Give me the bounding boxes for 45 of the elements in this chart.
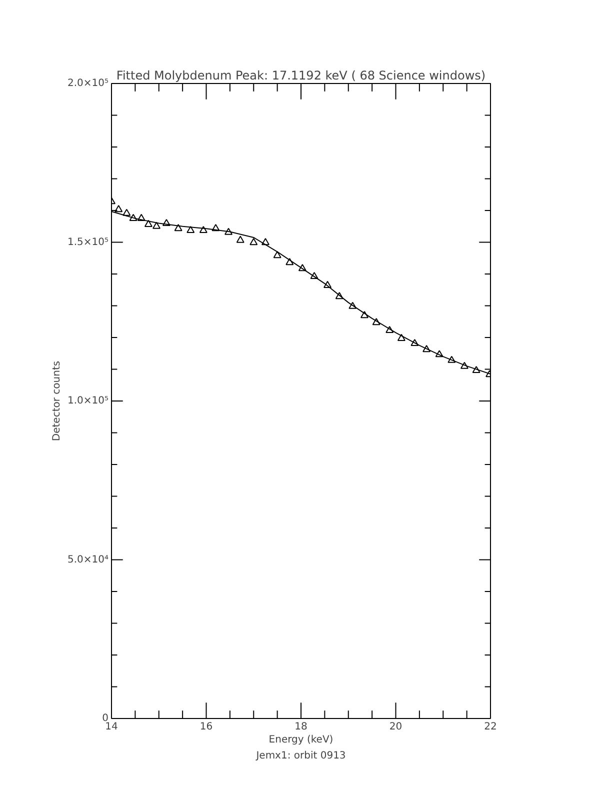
point (144, 220, 152, 227)
point (410, 338, 419, 346)
point (286, 258, 294, 266)
x-tick-label: 22 (484, 722, 497, 732)
point (460, 362, 468, 369)
x-tick-label: 14 (105, 722, 118, 732)
y-tick-label: 2.0×10⁵ (67, 78, 108, 89)
point (114, 205, 123, 212)
point (186, 226, 195, 234)
point (122, 208, 131, 216)
point (129, 214, 138, 221)
point (435, 350, 444, 358)
point (448, 356, 456, 363)
point (422, 345, 431, 352)
point (162, 218, 170, 226)
point (174, 224, 182, 232)
point (335, 292, 344, 300)
point (236, 236, 244, 243)
y-tick-label: 1.5×10⁵ (67, 236, 108, 248)
x-tick-label: 20 (389, 722, 402, 732)
point (137, 214, 146, 221)
point (360, 311, 368, 318)
point (310, 272, 318, 280)
chart-title: Fitted Molybdenum Peak: 17.1192 keV ( 68 Science windows) (116, 68, 486, 82)
point (372, 318, 380, 326)
x-axis-title: Energy (keV) (268, 734, 334, 746)
y-axis-title: Detector counts (51, 360, 62, 442)
point (472, 366, 480, 374)
point (199, 226, 208, 234)
point (348, 302, 357, 309)
x-tick-label: 18 (294, 722, 308, 732)
text: Jemx1: orbit 0913 (255, 750, 346, 762)
point (386, 326, 394, 334)
point (224, 228, 233, 235)
point (212, 224, 220, 232)
point (250, 238, 258, 246)
point (273, 251, 282, 258)
point (298, 264, 306, 272)
point (397, 334, 406, 341)
x-tick-label: 16 (200, 722, 213, 732)
point (152, 222, 161, 229)
point (261, 238, 270, 246)
y-tick-label: 5.0×10⁴ (67, 554, 108, 566)
y-tick-label: 1.0×10⁵ (67, 396, 108, 406)
point (324, 280, 332, 288)
